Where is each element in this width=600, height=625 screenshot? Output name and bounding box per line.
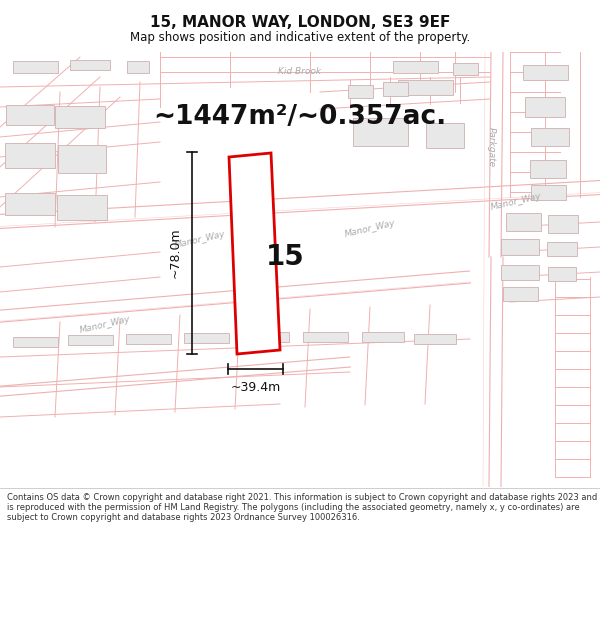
Text: 15: 15 <box>266 243 304 271</box>
Polygon shape <box>229 153 280 354</box>
Polygon shape <box>505 213 541 231</box>
Polygon shape <box>125 334 170 344</box>
Text: ~1447m²/~0.357ac.: ~1447m²/~0.357ac. <box>154 104 446 130</box>
Polygon shape <box>383 82 407 96</box>
Polygon shape <box>13 337 58 347</box>
Polygon shape <box>523 64 568 79</box>
Text: ~78.0m: ~78.0m <box>169 228 182 278</box>
Text: Manor_Way: Manor_Way <box>344 219 397 239</box>
Polygon shape <box>525 97 565 117</box>
Polygon shape <box>547 242 577 256</box>
Polygon shape <box>5 142 55 168</box>
Polygon shape <box>452 63 478 75</box>
Polygon shape <box>531 128 569 146</box>
Polygon shape <box>501 239 539 255</box>
Polygon shape <box>398 79 452 94</box>
Polygon shape <box>302 332 347 342</box>
Polygon shape <box>426 122 464 148</box>
Text: Parkgate: Parkgate <box>487 127 496 167</box>
Polygon shape <box>67 335 113 345</box>
Polygon shape <box>530 184 566 199</box>
Polygon shape <box>362 332 404 342</box>
Polygon shape <box>414 334 456 344</box>
Polygon shape <box>13 61 58 73</box>
Polygon shape <box>184 333 229 343</box>
Polygon shape <box>501 264 539 279</box>
Text: Kid Brook: Kid Brook <box>278 68 322 76</box>
Polygon shape <box>55 106 105 128</box>
Polygon shape <box>6 105 54 125</box>
Text: ~39.4m: ~39.4m <box>230 381 281 394</box>
Polygon shape <box>57 194 107 219</box>
Polygon shape <box>392 61 437 73</box>
Polygon shape <box>548 267 576 281</box>
Polygon shape <box>70 60 110 70</box>
Text: 15, MANOR WAY, LONDON, SE3 9EF: 15, MANOR WAY, LONDON, SE3 9EF <box>150 14 450 29</box>
Text: Map shows position and indicative extent of the property.: Map shows position and indicative extent… <box>130 31 470 44</box>
Text: Manor_Way: Manor_Way <box>173 230 226 250</box>
Polygon shape <box>548 215 578 233</box>
Text: Manor_Way: Manor_Way <box>490 192 542 213</box>
Polygon shape <box>58 145 106 173</box>
Polygon shape <box>503 287 538 301</box>
Polygon shape <box>347 84 373 98</box>
Text: Manor_Way: Manor_Way <box>79 315 131 335</box>
Polygon shape <box>244 332 289 342</box>
Polygon shape <box>127 61 149 73</box>
Text: Contains OS data © Crown copyright and database right 2021. This information is : Contains OS data © Crown copyright and d… <box>7 492 598 522</box>
Polygon shape <box>5 193 55 215</box>
Polygon shape <box>530 160 566 178</box>
Polygon shape <box>353 118 407 146</box>
